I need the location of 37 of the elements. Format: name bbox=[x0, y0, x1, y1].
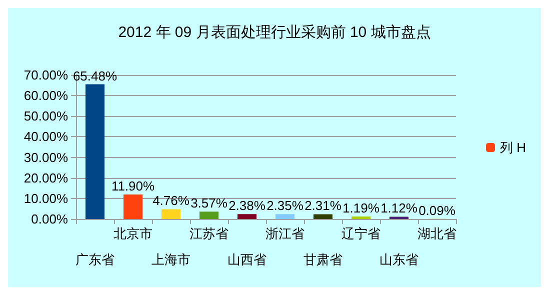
x-tick-label: 山西省 bbox=[228, 252, 266, 267]
bar bbox=[238, 214, 256, 219]
data-label: 65.48% bbox=[72, 68, 118, 84]
y-tick-label: 40.00% bbox=[24, 129, 68, 144]
x-tick-label: 甘肃省 bbox=[304, 252, 342, 267]
bar bbox=[162, 209, 180, 219]
data-label: 4.76% bbox=[152, 193, 190, 208]
x-tick-label: 上海市 bbox=[152, 252, 190, 267]
x-tick-label: 北京市 bbox=[114, 226, 152, 241]
data-label: 0.09% bbox=[418, 202, 456, 218]
y-tick-label: 10.00% bbox=[24, 190, 68, 206]
legend-label: 列 H bbox=[500, 140, 526, 155]
data-label: 2.35% bbox=[266, 198, 304, 214]
data-label: 1.12% bbox=[380, 200, 418, 216]
bar bbox=[124, 194, 142, 219]
data-label: 2.38% bbox=[228, 198, 266, 214]
data-label: 1.19% bbox=[342, 200, 380, 216]
data-label: 2.31% bbox=[304, 198, 342, 214]
x-tick-label: 广东省 bbox=[76, 252, 114, 267]
y-tick-label: 20.00% bbox=[24, 170, 68, 186]
bar bbox=[276, 214, 294, 219]
data-label: 11.90% bbox=[111, 178, 155, 194]
chart-title: 2012 年 09 月表面处理行业采购前 10 城市盘点 bbox=[118, 24, 431, 41]
x-tick-label: 湖北省 bbox=[418, 226, 456, 241]
y-tick-label: 60.00% bbox=[24, 88, 68, 104]
data-label: 3.57% bbox=[190, 196, 228, 211]
bar bbox=[200, 212, 218, 219]
x-tick-label: 山东省 bbox=[380, 252, 418, 267]
y-tick-label: 30.00% bbox=[24, 150, 68, 165]
y-tick-label: 50.00% bbox=[24, 108, 68, 124]
y-tick-label: 0.00% bbox=[31, 212, 68, 226]
x-tick-label: 浙江省 bbox=[266, 226, 304, 241]
bar bbox=[314, 214, 332, 219]
x-tick-label: 辽宁省 bbox=[342, 226, 380, 241]
x-tick-label: 江苏省 bbox=[190, 226, 228, 241]
y-tick-label: 70.00% bbox=[24, 68, 68, 82]
bar bbox=[86, 84, 104, 219]
